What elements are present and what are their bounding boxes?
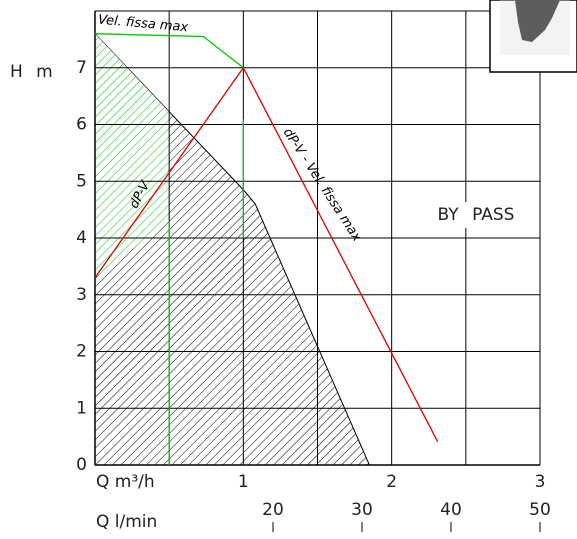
hatched-area [95,33,170,278]
x-tick-label: 2 [386,472,397,492]
x2-tick-label: 30 [351,500,373,520]
x2-tick-label: 40 [440,500,462,520]
annotation: BY PASS [438,205,515,225]
series-label: Vel. fissa max [97,13,189,36]
y-tick-label: 2 [76,342,87,362]
series-line [94,33,244,69]
x-axis-label: Q m³/h [96,472,155,492]
x2-tick-label: 20 [262,500,284,520]
x2-tick-label: 50 [529,500,551,520]
series-label: dP-V - Vel. fissa max [280,126,365,245]
x-tick-label: 3 [535,472,546,492]
y-tick-label: 7 [76,58,87,78]
annotation-bg [418,202,533,228]
y-tick-label: 6 [76,115,87,135]
x2-axis-label: Q l/min [96,512,157,532]
y-tick-label: 1 [76,398,87,418]
y-tick-label: 3 [76,285,87,305]
y-tick-label: 4 [76,228,87,248]
inset-pump [515,0,560,42]
inset-shade [500,0,570,55]
y-tick-label: 0 [76,455,87,475]
y-axis-label: H m [10,62,57,82]
x-tick-label: 1 [238,472,249,492]
series-line [242,67,439,443]
series-line [94,67,244,279]
y-tick-label: 5 [76,171,87,191]
